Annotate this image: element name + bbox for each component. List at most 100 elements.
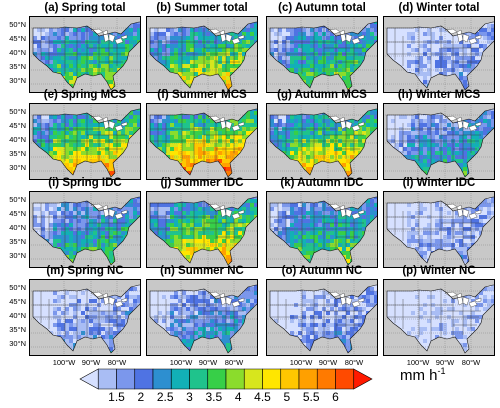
great-lake	[120, 297, 128, 303]
latitude-label: 45°N	[9, 121, 26, 130]
colorbar-segment	[225, 368, 245, 390]
colorbar-segment	[116, 368, 136, 390]
country-outline	[149, 108, 258, 178]
great-lake	[468, 124, 478, 132]
colorbar-segment	[298, 368, 318, 390]
panel-title: (i) Spring IDC	[48, 177, 122, 189]
country-outline	[149, 21, 258, 91]
state-borders	[33, 113, 127, 165]
country-outline	[386, 21, 495, 91]
great-lake	[474, 121, 482, 127]
panel-title: (n) Summer NC	[160, 265, 244, 277]
great-lake	[345, 296, 353, 306]
country-outline	[269, 108, 378, 178]
state-borders	[270, 113, 364, 165]
panel-frame	[266, 279, 378, 356]
great-lake	[237, 34, 245, 40]
panel-frame	[383, 103, 495, 180]
latitude-label: 45°N	[9, 209, 26, 218]
latitude-label: 45°N	[9, 297, 26, 306]
country-outline	[32, 284, 141, 354]
great-lake	[225, 296, 233, 306]
panel-title: (b) Summer total	[156, 2, 248, 14]
state-borders	[270, 289, 364, 341]
map-svg	[29, 16, 141, 93]
longitude-label: 100°W	[169, 358, 193, 367]
great-lake	[357, 34, 365, 40]
longitude-label: 80°W	[344, 358, 364, 367]
panel-title: (l) Winter IDC	[402, 177, 476, 189]
great-lake	[357, 297, 365, 303]
latitude-label: 40°N	[9, 135, 26, 144]
colorbar-segment	[189, 368, 209, 390]
panel-title: (k) Autumn IDC	[280, 177, 364, 189]
panel-title: (c) Autumn total	[278, 2, 366, 14]
colorbar-tick-label: 5.5	[302, 390, 320, 404]
great-lake	[474, 34, 482, 40]
map-svg	[29, 191, 141, 268]
panel-frame	[146, 103, 258, 180]
panel-frame	[383, 279, 495, 356]
colorbar-segment	[170, 368, 190, 390]
longitude-label: 80°W	[107, 358, 127, 367]
state-borders	[33, 289, 127, 341]
state-borders	[33, 201, 127, 253]
panel-title: (d) Winter total	[398, 2, 480, 14]
map-panel	[146, 279, 258, 356]
latitude-label: 35°N	[9, 325, 26, 334]
colorbar-tick-label: 4	[234, 390, 242, 404]
great-lake	[237, 209, 245, 215]
colorbar-tick-label: 2.5	[156, 390, 174, 404]
state-borders	[270, 26, 364, 78]
colorbar-tick-label: 5	[283, 390, 291, 404]
great-lake	[120, 121, 128, 127]
country-outline	[386, 284, 495, 354]
panel-frame	[383, 191, 495, 268]
map-panel	[266, 103, 378, 180]
map-panel	[383, 16, 495, 93]
panel-title: (f) Summer MCS	[157, 89, 247, 101]
country-outline	[269, 21, 378, 91]
great-lake	[345, 120, 353, 130]
colorbar-segment	[243, 368, 263, 390]
country-outline	[269, 284, 378, 354]
longitude-label: 80°W	[461, 358, 481, 367]
map-panel	[146, 103, 258, 180]
longitude-label: 90°W	[81, 358, 101, 367]
latitude-label: 30°N	[9, 251, 26, 260]
map-panel	[383, 103, 495, 180]
great-lake	[225, 208, 233, 218]
great-lake	[468, 37, 478, 45]
colorbar-unit: mm h-1	[400, 366, 446, 384]
great-lake	[114, 212, 124, 220]
country-outline	[32, 108, 141, 178]
colorbar-segment	[152, 368, 172, 390]
map-panel	[29, 279, 141, 356]
country-outline	[149, 284, 258, 354]
great-lake	[231, 300, 241, 308]
panel-frame	[266, 191, 378, 268]
latitude-label: 50°N	[9, 195, 26, 204]
great-lake	[462, 120, 470, 130]
panel-title: (m) Spring NC	[46, 265, 124, 277]
longitude-label: 100°W	[52, 358, 76, 367]
map-panel	[29, 103, 141, 180]
panel-title: (h) Winter MCS	[397, 89, 481, 101]
map-svg	[383, 191, 495, 268]
panel-frame	[29, 16, 141, 93]
longitude-label: 90°W	[198, 358, 218, 367]
longitude-label: 90°W	[435, 358, 455, 367]
latitude-label: 30°N	[9, 76, 26, 85]
panel-frame	[146, 279, 258, 356]
great-lake	[462, 208, 470, 218]
latitude-label: 30°N	[9, 339, 26, 348]
colorbar-tick-label: 4.5	[254, 390, 271, 404]
great-lake	[108, 208, 116, 218]
longitude-label: 100°W	[406, 358, 430, 367]
map-svg	[146, 279, 258, 356]
state-borders	[387, 201, 481, 253]
map-svg	[266, 16, 378, 93]
country-outline	[386, 196, 495, 266]
great-lake	[225, 120, 233, 130]
